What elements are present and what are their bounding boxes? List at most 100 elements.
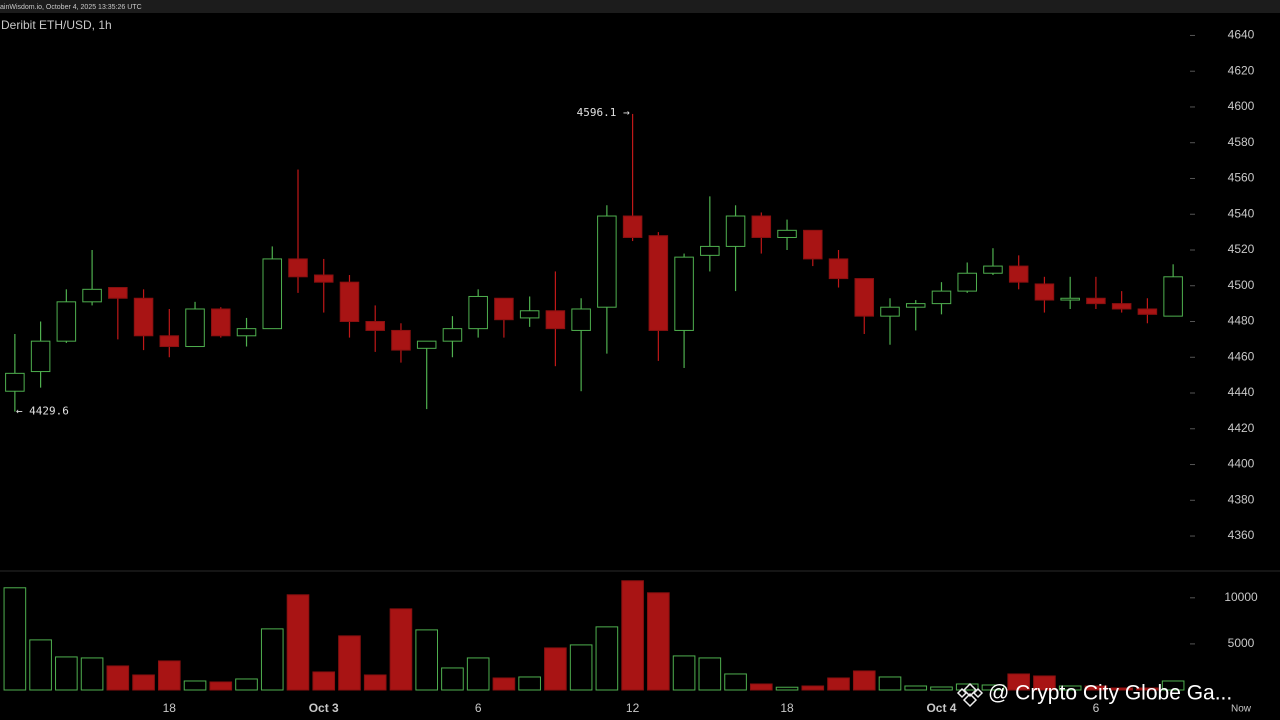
candle-body [880,306,900,317]
annotation: ← 4429.6 [16,405,69,418]
y-tick-label: 4420 [1228,421,1255,435]
y-tick-label: 4640 [1228,28,1255,42]
volume-bar [183,680,207,691]
volume-bar [3,587,27,691]
volume-bar [852,670,876,691]
y-tick-label: 4500 [1228,278,1255,292]
volume-bar [1110,687,1133,691]
y-tick-label: 4580 [1228,135,1255,149]
y-tick-label: 4520 [1228,242,1255,256]
candle-body [1086,297,1106,305]
candle-body [442,328,463,342]
candle-body [905,303,926,308]
watermark-text: @ Crypto City Globe Ga... [988,682,1232,705]
candle-body [571,308,591,331]
volume-bar [363,674,387,691]
candle-body [545,310,566,330]
volume-bar [724,673,747,691]
candle-body [1034,283,1055,301]
volume-tick-label: 10000 [1224,590,1258,604]
volume-bar [1161,680,1185,691]
candle-body [262,258,283,330]
candle-body [108,287,128,299]
y-tick-label: 4480 [1228,314,1255,328]
candle-body [597,215,617,308]
volume-bar [801,685,825,691]
volume-bar [466,657,490,691]
candle-body [494,297,514,321]
x-tick-label: 18 [163,701,177,715]
annotation: 4596.1 → [577,106,630,119]
volume-bar [595,626,619,691]
candle-body [159,335,180,348]
candle-body [365,320,385,331]
volume-bar [981,684,1005,691]
y-tick-label: 4560 [1228,171,1255,185]
candle-body [30,340,51,373]
candle-body [185,308,205,348]
candle-body [82,288,102,303]
candle-body [751,215,772,238]
volume-bar [621,580,644,691]
volume-bar [749,683,773,691]
x-tick-label: 6 [1093,701,1100,715]
candle-body [56,301,77,342]
volume-bar [29,639,52,691]
candle-body [519,310,540,319]
header-bar [0,0,1280,13]
volume-bar [518,676,541,691]
candle-body [854,278,875,317]
volume-bar [492,677,516,691]
volume-bar [569,644,593,691]
y-tick-label: 4440 [1228,385,1255,399]
candle-body [133,297,154,337]
candle-body [1008,265,1029,283]
volume-bar [1033,675,1056,691]
watermark: @ Crypto City Globe Ga... [956,682,1232,708]
volume-bar [106,665,130,691]
candle-body [725,215,746,247]
x-tick-label: 12 [626,701,640,715]
volume-bar [544,647,567,691]
candle-body [931,290,952,305]
volume-bar [1084,685,1108,691]
candle-body [777,229,797,238]
candle-body [288,258,308,278]
volume-bar [1058,685,1082,691]
candle-body [468,295,488,330]
y-tick-label: 4620 [1228,63,1255,77]
candle-body [236,328,257,337]
volume-bar [286,594,310,691]
volume-bar [209,681,233,691]
volume-tick-label: 5000 [1228,636,1255,650]
y-tick-label: 4460 [1228,349,1255,363]
x-tick-label: 18 [780,701,794,715]
x-end-label: Now [1231,704,1252,715]
volume-bar [827,677,850,691]
volume-bar [878,676,902,691]
watermark-icon [956,682,984,708]
candle-body [674,256,694,331]
x-tick-label: 6 [475,701,482,715]
volume-bar [698,657,722,691]
volume-bar [55,656,78,691]
y-tick-label: 4540 [1228,206,1255,220]
volume-bar [647,592,670,691]
x-tick-label: Oct 3 [309,701,339,715]
volume-bar [415,629,439,691]
volume-bar [904,685,928,691]
volume-bar [338,635,361,691]
candle-body [1111,303,1132,310]
y-tick-label: 4400 [1228,457,1255,471]
y-tick-label: 4600 [1228,99,1255,113]
candle-body [983,265,1003,274]
volume-bar [260,628,284,691]
volume-bar [235,678,258,691]
volume-bar [1136,687,1159,691]
candle-body [648,235,669,331]
header-text: ainWisdom.io, October 4, 2025 13:35:26 U… [0,4,142,11]
candle-body [211,308,231,337]
volume-bar [157,660,181,691]
